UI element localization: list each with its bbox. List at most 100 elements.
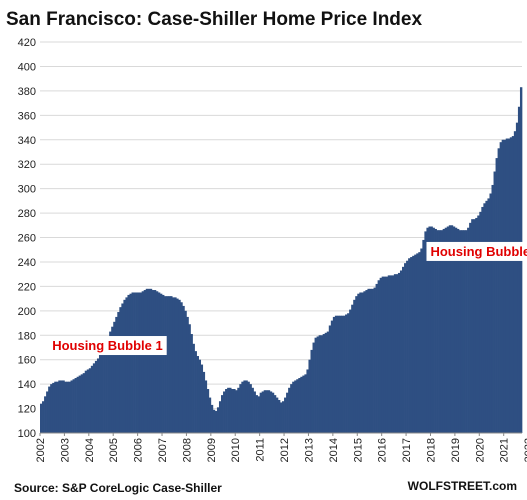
bar [68,381,71,433]
bar [194,351,197,433]
bar [324,332,328,433]
bar [196,356,199,433]
bar [377,280,380,433]
bar [72,379,75,433]
bar [282,401,285,433]
bar [363,291,366,433]
bar [438,230,441,433]
bar [159,293,163,433]
bar [107,336,110,433]
bar [155,291,159,433]
bar [153,290,157,433]
bar [456,228,460,433]
bar [58,380,61,433]
bar [448,225,452,433]
bar [241,381,244,433]
bar [343,315,346,433]
bar [129,293,132,433]
bar [399,270,403,433]
bar [389,275,393,433]
bar [162,294,165,433]
bar [288,387,291,433]
bar [96,358,100,433]
x-tick-label: 2004 [84,438,96,462]
bar [334,315,338,433]
bar [414,254,417,433]
bar [111,326,114,433]
bar [255,395,258,433]
brand-watermark: WOLFSTREET.com [408,479,517,493]
bar [428,226,431,433]
x-tick-label: 2006 [133,438,145,462]
bar [247,381,250,433]
bar [52,382,55,433]
bar [515,122,519,433]
bar [56,381,59,433]
bar [341,315,344,433]
bar [182,305,185,433]
bar [357,293,360,433]
bar [298,378,301,433]
bar [412,255,415,433]
bar [78,375,82,433]
bar [497,148,500,434]
bar [237,387,240,433]
bar [477,215,480,433]
y-tick-label: 140 [18,379,36,391]
bar [121,303,124,433]
bar [314,337,317,433]
bar [365,290,368,433]
bar [351,304,354,433]
bar [367,288,370,433]
bar [139,292,143,433]
x-tick-label: 2011 [255,438,267,462]
bar [475,217,478,433]
bar [190,334,193,433]
bar [434,228,437,433]
bar [318,335,321,433]
bar [347,313,350,433]
bar [436,230,439,433]
x-tick-label: 2009 [206,438,218,462]
bar [505,138,509,433]
bar [273,395,277,433]
bar [119,307,122,433]
x-tick-label: 2008 [181,438,193,462]
bar [513,131,517,433]
bar [517,106,521,433]
bar [418,252,421,433]
bar [267,390,271,433]
bar [113,321,116,433]
bar [221,395,224,433]
bar [94,360,98,433]
bar [395,274,399,433]
bar [70,380,73,433]
x-tick-label: 2017 [401,438,413,462]
bar [235,390,238,433]
x-tick-label: 2022 [523,438,527,462]
bar [332,316,336,433]
bar [499,142,503,433]
bar [304,374,307,433]
bar [302,375,305,433]
bar [54,381,57,433]
bar [426,227,429,433]
bar [147,288,151,433]
y-tick-label: 160 [18,355,36,367]
bar [92,363,96,433]
bar [369,288,372,433]
x-tick-label: 2012 [279,438,291,462]
bar [408,258,411,433]
bar [90,365,94,433]
bar [42,401,45,433]
bar [198,359,202,433]
bar [245,380,248,433]
bar [306,369,309,433]
bar [330,320,334,433]
y-tick-label: 280 [18,208,36,220]
bar [473,219,476,433]
bar [493,171,496,433]
bar [275,397,279,433]
bar [135,292,138,433]
x-tick-label: 2002 [35,438,47,462]
